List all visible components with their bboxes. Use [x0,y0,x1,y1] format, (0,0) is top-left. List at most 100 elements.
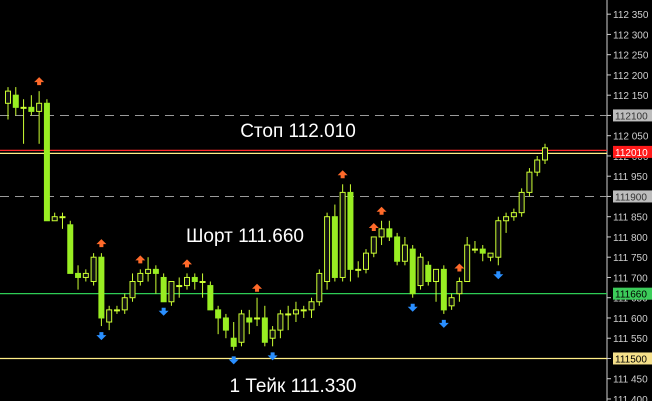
candle-body-bull [20,106,27,109]
fractal-down-arrow [493,271,504,280]
candle-body-bear [347,191,354,270]
fractal-down-arrow [158,307,169,316]
candle-body-bull [90,256,97,283]
candle-body-bull [503,216,510,222]
level-badge-111660 [613,287,652,300]
candle-body-bear [98,256,105,319]
candle-body-bull [51,216,58,222]
candle-body-bear [67,224,74,274]
candle-body-bull [456,281,463,295]
candle-body-bull [5,90,11,104]
candle-body-bull [526,171,533,193]
price-tick-label: 111 550 [613,334,648,345]
candle-body-bull [471,248,478,251]
stop-annotation: Стоп 112.010 [240,120,356,142]
fractal-down-arrow [407,303,418,312]
candle-body-bear [230,337,237,347]
candle-body-bull [199,281,206,284]
fractal-up-arrow [252,283,263,292]
candle-body-bull [355,268,362,271]
candle-body-bear [394,236,401,262]
candle-body-bull [464,244,471,283]
candle-body-bull [277,313,284,331]
price-tick-label: 111 950 [613,172,648,183]
candle-body-bull [339,191,346,278]
candle-body-bull [534,159,541,173]
candle-body-bull [129,281,136,299]
candle-body-bull [542,147,548,161]
candle-body-bull [495,220,502,258]
candle-body-bear [215,309,222,319]
fractal-down-arrow [438,319,449,328]
short-annotation: Шорт 111.660 [186,225,304,247]
price-tick-label: 111 450 [613,375,648,386]
candle-body-bear [479,248,486,254]
price-tick-label: 112 350 [613,10,649,21]
candle-body-bull [137,272,144,283]
candle-body-bull [518,191,525,214]
candle-body-bull [370,236,377,254]
price-tick-label: 111 400 [613,395,648,401]
price-tick-label: 112 050 [613,132,649,143]
candle-body-bull [36,102,43,112]
candle-body-bear [425,264,432,283]
fractal-up-arrow [368,222,379,231]
candle-body-bull [285,313,292,316]
fractal-down-arrow [228,356,239,365]
candle-body-bear [409,248,416,295]
take-profit-annotation: 1 Тейк 111.330 [229,375,357,397]
candle-body-bear [28,106,35,112]
level-badge-label: 112100 [615,111,648,122]
candle-body-bear [152,268,159,274]
candle-body-bear [331,216,338,278]
price-tick-label: 111 700 [613,273,648,284]
level-badge-label: 112010 [615,148,648,159]
level-badge-label: 111900 [615,192,647,203]
level-badge-label: 111500 [615,354,647,365]
candle-body-bull [300,309,307,312]
candle-body-bull [113,309,120,312]
fractal-up-arrow [454,263,465,272]
price-tick-label: 112 300 [613,30,649,41]
fractal-down-arrow [267,352,278,361]
candle-body-bull [269,329,276,339]
candle-body-bear [222,317,229,331]
price-tick-label: 112 200 [613,71,649,82]
fractal-down-arrow [96,332,107,341]
fractal-up-arrow [182,259,192,268]
candle-body-bull [184,276,190,287]
level-badge-label: 111660 [615,290,647,301]
candle-body-bull [510,212,517,218]
candle-body-bull [487,252,494,258]
candle-body-bear [191,276,198,283]
price-tick-label: 111 850 [613,213,648,224]
candle-body-bull [145,268,152,274]
level-badge-111900 [613,190,652,203]
price-tick-label: 112 250 [613,51,649,62]
candle-body-bull [417,256,424,287]
candle-body-bull [448,297,455,307]
candle-body-bear [246,317,253,323]
fractal-up-arrow [376,206,387,215]
fractal-up-arrow [135,255,146,264]
fractal-up-arrow [96,239,107,248]
candle-body-bull [292,309,299,315]
price-tick-label: 111 750 [613,253,648,264]
candle-body-bull [378,228,385,238]
candle-body-bear [12,94,19,108]
candle-body-bull [82,272,89,278]
candle-body-bear [386,228,393,238]
candle-body-bull [401,244,408,262]
fractal-up-arrow [34,77,45,86]
level-badge-111500 [613,352,652,365]
level-badge-112100 [613,109,652,122]
price-tick-label: 111 600 [613,314,648,325]
level-badge-112010 [613,145,652,158]
candle-body-bull [59,216,66,219]
candle-body-bull [324,216,331,283]
candle-body-bull [121,297,128,311]
candle-body-bear [261,317,268,343]
candle-body-bull [433,268,440,283]
